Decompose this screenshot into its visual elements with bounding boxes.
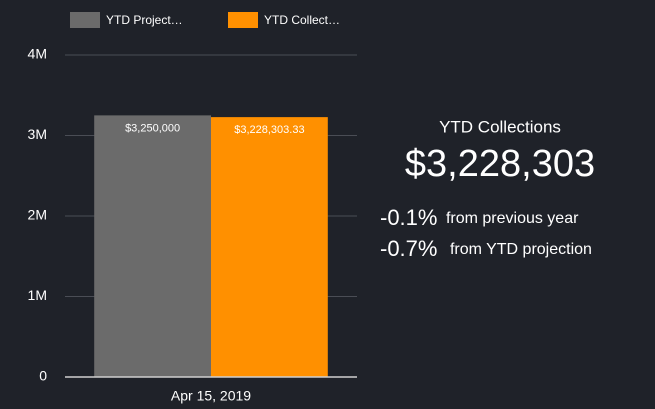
kpi-change-text: from previous year [446,210,579,227]
bar [94,115,211,377]
legend-label: YTD Collect… [264,13,340,27]
x-tick-label: Apr 15, 2019 [171,388,251,404]
value-label: $3,228,303.33 [234,124,304,136]
kpi-change-value: -0.1% [380,205,437,230]
value-label: $3,250,000 [125,122,180,134]
kpi-title: YTD Collections [439,117,561,136]
bar [211,117,328,377]
y-tick-label: 3M [28,126,47,142]
kpi-change: -0.7% from YTD projection [380,236,592,261]
kpi-value: $3,228,303 [405,143,595,185]
y-tick-label: 2M [28,207,47,223]
legend-label: YTD Project… [106,13,183,27]
kpi-change-text: from YTD projection [450,241,592,258]
y-tick-label: 1M [28,287,47,303]
y-tick-label: 0 [39,368,47,384]
legend-swatch [228,12,258,28]
kpi-change: -0.1% from previous year [380,205,579,230]
kpi-change-value: -0.7% [380,236,437,261]
legend-swatch [70,12,100,28]
y-tick-label: 4M [28,46,47,62]
